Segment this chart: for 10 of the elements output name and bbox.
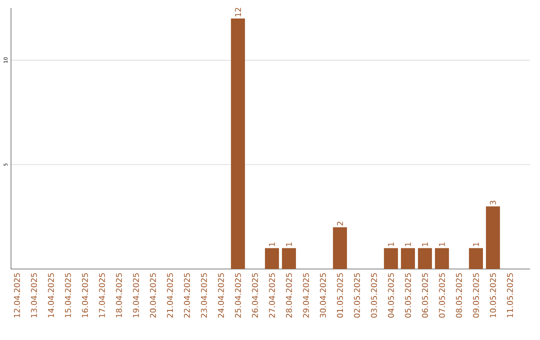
bar [468, 248, 483, 269]
bar [400, 248, 415, 269]
bar [434, 248, 449, 269]
bar [332, 227, 347, 269]
bar [282, 248, 296, 269]
bar [384, 248, 398, 269]
bar [418, 248, 432, 269]
bar [486, 206, 500, 269]
bar [230, 18, 245, 269]
bar [264, 248, 279, 269]
